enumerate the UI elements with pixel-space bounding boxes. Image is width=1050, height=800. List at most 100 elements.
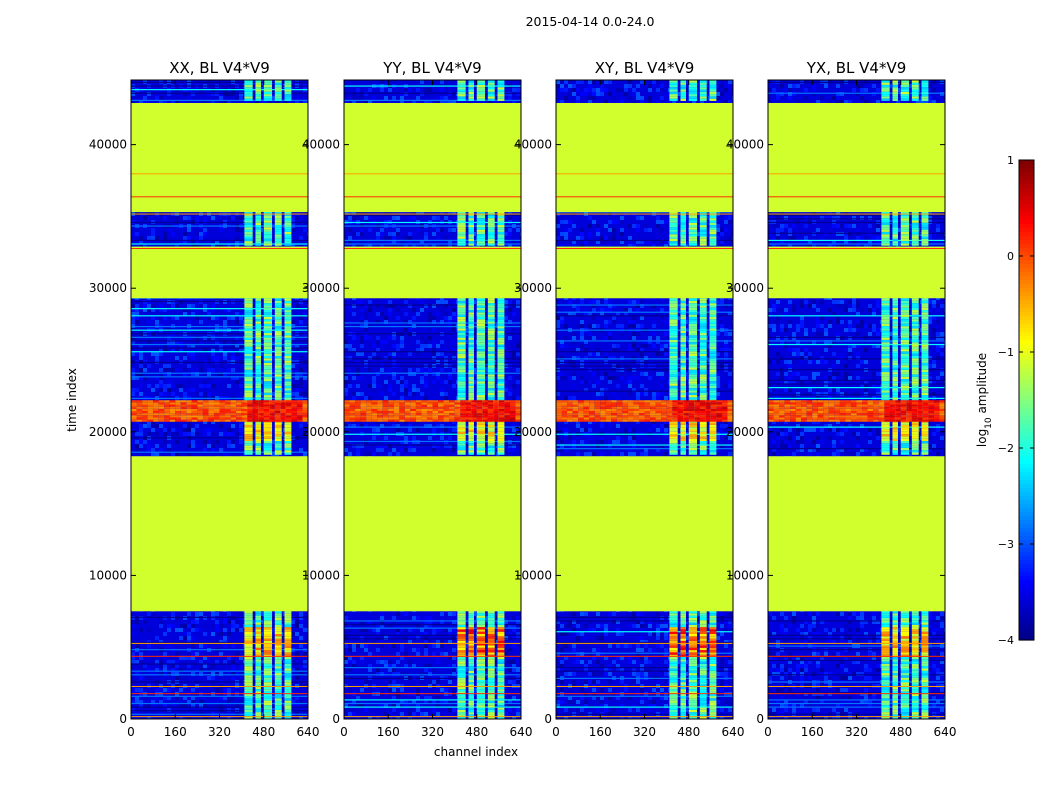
colorbar-segment [1019, 272, 1034, 277]
colorbar-segment [1019, 540, 1034, 545]
colorbar-segment [1019, 320, 1034, 325]
y-tick-label: 20000 [89, 425, 127, 439]
colorbar-segment [1019, 548, 1034, 553]
x-tick-label: 0 [340, 725, 348, 739]
colorbar-segment [1019, 476, 1034, 481]
colorbar-segment [1019, 240, 1034, 245]
colorbar-tick-label: 1 [1007, 154, 1014, 167]
colorbar-segment [1019, 624, 1034, 629]
x-tick-label: 320 [633, 725, 656, 739]
colorbar-segment [1019, 524, 1034, 529]
colorbar-segment [1019, 472, 1034, 477]
colorbar-segment [1019, 356, 1034, 361]
panel-xx: 0 160 320 480 640 0 10000 20000 30000 40000 XX, BL… [89, 59, 320, 739]
colorbar-segment [1019, 392, 1034, 397]
heatmap-image [556, 80, 733, 719]
colorbar-segment [1019, 636, 1034, 641]
y-tick-label: 40000 [726, 138, 764, 152]
colorbar-segment [1019, 432, 1034, 437]
y-tick-label: 40000 [302, 138, 340, 152]
colorbar-segment [1019, 592, 1034, 597]
colorbar-segment [1019, 336, 1034, 341]
x-tick-label: 640 [934, 725, 957, 739]
colorbar-segment [1019, 164, 1034, 169]
panels-layer: 0 160 320 480 640 0 10000 20000 30000 40000 XX, BL… [89, 59, 957, 739]
colorbar-tick-label: −4 [998, 634, 1014, 647]
colorbar-segment [1019, 380, 1034, 385]
colorbar-segment [1019, 264, 1034, 269]
colorbar-segment [1019, 368, 1034, 373]
colorbar-segment [1019, 452, 1034, 457]
colorbar-segment [1019, 408, 1034, 413]
colorbar-segment [1019, 212, 1034, 217]
colorbar-segment [1019, 360, 1034, 365]
panel-title: XY, BL V4*V9 [595, 59, 695, 77]
flagged-block [344, 102, 521, 213]
colorbar-segment [1019, 428, 1034, 433]
colorbar-segment [1019, 388, 1034, 393]
heatmap-image [131, 80, 308, 719]
x-tick-label: 640 [297, 725, 320, 739]
colorbar-segment [1019, 284, 1034, 289]
x-tick-label: 320 [845, 725, 868, 739]
flagged-block [556, 456, 733, 612]
y-tick-label: 0 [756, 712, 764, 726]
colorbar-segment [1019, 364, 1034, 369]
colorbar-segment [1019, 604, 1034, 609]
colorbar-segment [1019, 496, 1034, 501]
y-tick-label: 30000 [302, 281, 340, 295]
colorbar-segment [1019, 404, 1034, 409]
x-tick-label: 480 [252, 725, 275, 739]
colorbar-segment [1019, 324, 1034, 329]
colorbar-segment [1019, 308, 1034, 313]
colorbar-label: log10 amplitude [975, 353, 994, 447]
colorbar-segment [1019, 376, 1034, 381]
x-tick-label: 640 [510, 725, 533, 739]
colorbar-segment [1019, 584, 1034, 589]
y-tick-label: 10000 [514, 568, 552, 582]
x-tick-label: 480 [465, 725, 488, 739]
colorbar-segment [1019, 484, 1034, 489]
colorbar-segment [1019, 500, 1034, 505]
colorbar-segment [1019, 596, 1034, 601]
flagged-block [768, 456, 945, 612]
x-tick-label: 480 [889, 725, 912, 739]
colorbar-segment [1019, 504, 1034, 509]
colorbar-tick-label: 0 [1007, 250, 1014, 263]
y-tick-label: 20000 [302, 425, 340, 439]
flagged-block [131, 102, 308, 213]
y-tick-label: 20000 [514, 425, 552, 439]
flagged-block [556, 246, 733, 299]
figure-suptitle: 2015-04-14 0.0-24.0 [526, 14, 655, 29]
colorbar-segment [1019, 544, 1034, 549]
colorbar-segment [1019, 344, 1034, 349]
colorbar-segment [1019, 352, 1034, 357]
x-tick-label: 640 [722, 725, 745, 739]
colorbar-label-prefix: log [975, 429, 989, 447]
colorbar-segment [1019, 244, 1034, 249]
colorbar-segment [1019, 620, 1034, 625]
colorbar-segment [1019, 528, 1034, 533]
colorbar-segment [1019, 608, 1034, 613]
colorbar-segment [1019, 532, 1034, 537]
x-tick-label: 160 [589, 725, 612, 739]
colorbar-segment [1019, 328, 1034, 333]
colorbar-tick-label: −1 [998, 346, 1014, 359]
colorbar-segment [1019, 184, 1034, 189]
y-tick-label: 10000 [302, 568, 340, 582]
colorbar-segment [1019, 420, 1034, 425]
colorbar-segment [1019, 280, 1034, 285]
colorbar-segment [1019, 424, 1034, 429]
colorbar-tick-label: −3 [998, 538, 1014, 551]
colorbar-segment [1019, 288, 1034, 293]
colorbar-segment [1019, 276, 1034, 281]
colorbar-label-subscript: 10 [984, 417, 994, 429]
colorbar-segment [1019, 520, 1034, 525]
colorbar-segment [1019, 600, 1034, 605]
colorbar-segment [1019, 468, 1034, 473]
y-tick-label: 30000 [726, 281, 764, 295]
flagged-block [131, 246, 308, 299]
colorbar-segment [1019, 196, 1034, 201]
colorbar-segment [1019, 168, 1034, 173]
colorbar-segment [1019, 616, 1034, 621]
